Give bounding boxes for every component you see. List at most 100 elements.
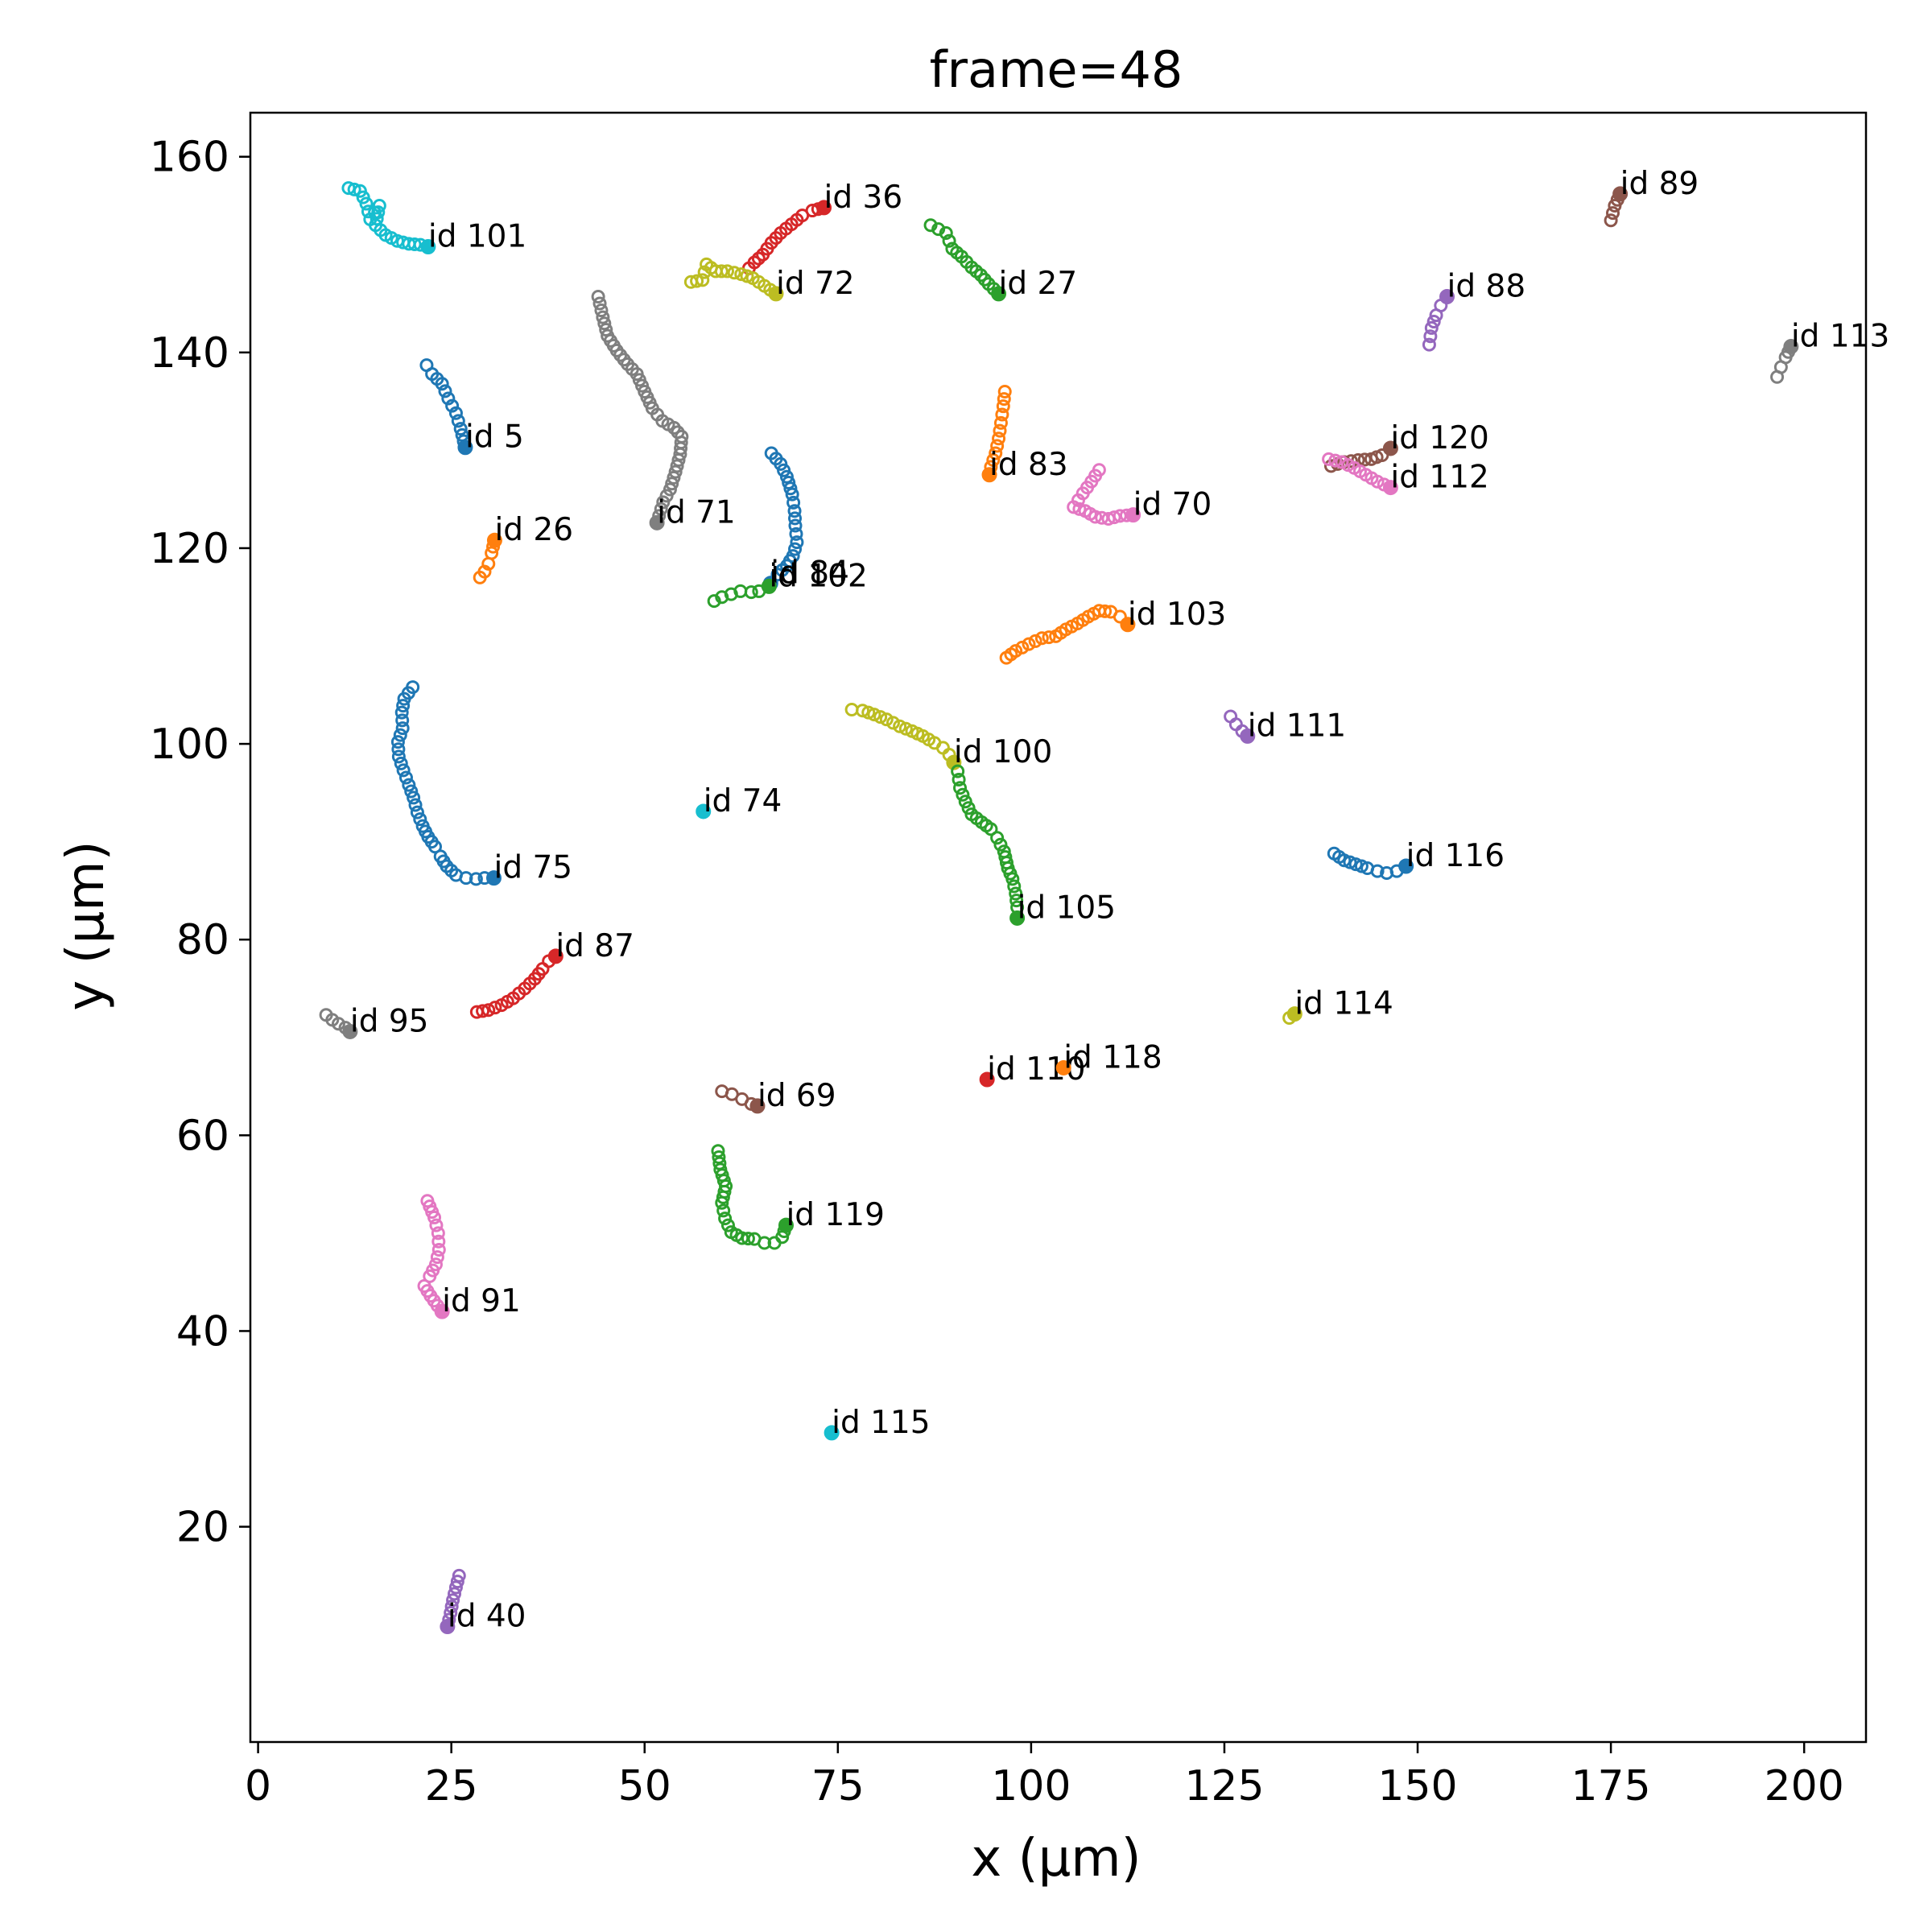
track-id-84: id 84 (762, 446, 849, 592)
track-point (893, 719, 907, 733)
track-point (1322, 452, 1336, 466)
track-point (431, 1226, 445, 1241)
track-point (788, 518, 803, 533)
track-point (783, 481, 798, 496)
track-point (997, 392, 1011, 407)
track-point (431, 1234, 446, 1249)
track-point (431, 1243, 446, 1257)
x-tick-label: 125 (1184, 1762, 1264, 1810)
track-id-74: id 74 (696, 783, 782, 819)
track-point (597, 316, 612, 331)
x-tick-label: 100 (991, 1762, 1071, 1810)
track-point (395, 713, 410, 728)
track-current-point (749, 1098, 766, 1114)
track-id-75: id 75 (390, 680, 572, 886)
track-id-110: id 110 (979, 1051, 1086, 1088)
track-point (997, 384, 1012, 398)
track-point (716, 1203, 731, 1218)
track-point (448, 1580, 463, 1595)
track-label: id 91 (442, 1283, 521, 1319)
track-point (450, 1575, 464, 1589)
track-point (961, 801, 976, 815)
data-layer: id 101 id 36 id 72 id 27 id 89 id 88 id 113 id … (319, 166, 1889, 1635)
track-id-120: id 120 (1323, 420, 1489, 473)
track-point (898, 721, 913, 736)
x-tick-label: 175 (1571, 1762, 1650, 1810)
track-point (395, 721, 410, 736)
track-point (734, 267, 749, 282)
track-label: id 100 (954, 734, 1052, 770)
track-point (592, 296, 607, 311)
track-id-5: id 5 (419, 358, 524, 456)
track-point (696, 273, 710, 287)
track-id-118: id 118 (1055, 1039, 1162, 1075)
track-current-point (1125, 507, 1141, 523)
track-point (331, 1017, 345, 1031)
track-point (788, 511, 803, 526)
track-point (741, 1232, 755, 1246)
track-point (1343, 855, 1357, 869)
track-current-point (1286, 1006, 1302, 1022)
track-point (372, 198, 386, 213)
track-point (1354, 859, 1368, 873)
track-point (993, 423, 1007, 438)
track-point (1009, 894, 1024, 908)
track-id-40: id 40 (440, 1568, 526, 1635)
track-current-point (991, 286, 1007, 302)
track-label: id 89 (1620, 166, 1699, 202)
track-id-69: id 69 (715, 1078, 836, 1114)
track-id-116: id 116 (1327, 838, 1505, 881)
y-tick-label: 160 (150, 134, 229, 182)
track-point (444, 1600, 459, 1614)
track-id-89: id 89 (1604, 166, 1699, 228)
track-point (856, 704, 870, 718)
track-id-113: id 113 (1770, 319, 1889, 384)
track-point (1606, 206, 1620, 221)
track-current-point (485, 870, 502, 886)
track-current-point (649, 514, 665, 530)
track-point (356, 190, 370, 204)
track-point (347, 182, 361, 196)
track-point (992, 431, 1006, 446)
x-tick-label: 50 (618, 1762, 671, 1810)
track-point (984, 822, 998, 836)
track-point (408, 798, 423, 812)
track-point (1113, 609, 1127, 624)
track-current-point (1783, 339, 1799, 355)
track-point (397, 691, 411, 706)
track-point (740, 269, 754, 283)
track-point (445, 398, 460, 413)
track-id-101: id 101 (341, 181, 526, 255)
track-current-point (1439, 289, 1455, 305)
track-id-112: id 112 (1322, 452, 1489, 496)
track-label: id 115 (832, 1405, 930, 1441)
track-point (1009, 644, 1023, 658)
track-point (1028, 634, 1042, 648)
track-point (665, 477, 679, 491)
axes-layer: 0 25 50 75 100 125 150 175 200 20 40 60 80 100 120 140 1… (150, 134, 1844, 1810)
track-point (656, 495, 671, 510)
track-current-point (1612, 186, 1629, 202)
track-point (844, 703, 859, 717)
track-point (942, 233, 956, 248)
y-tick-label: 60 (176, 1112, 229, 1160)
track-point (953, 781, 968, 795)
track-label: id 118 (1063, 1039, 1162, 1075)
track-id-95: id 95 (319, 1003, 429, 1039)
track-label: id 83 (989, 447, 1068, 483)
track-point (1015, 640, 1030, 654)
track-id-72: id 72 (683, 257, 855, 302)
track-point (1348, 857, 1363, 872)
track-point (758, 1236, 772, 1250)
track-point (861, 705, 876, 720)
track-label: id 75 (493, 850, 572, 886)
track-point (453, 422, 468, 436)
track-label: id 70 (1133, 487, 1212, 523)
track-id-115: id 115 (824, 1405, 931, 1441)
track-point (720, 1218, 735, 1232)
track-id-71: id 71 (591, 290, 736, 530)
track-id-83: id 83 (981, 384, 1068, 483)
track-point (361, 204, 375, 219)
track-point (727, 266, 741, 280)
track-point (1007, 879, 1022, 894)
